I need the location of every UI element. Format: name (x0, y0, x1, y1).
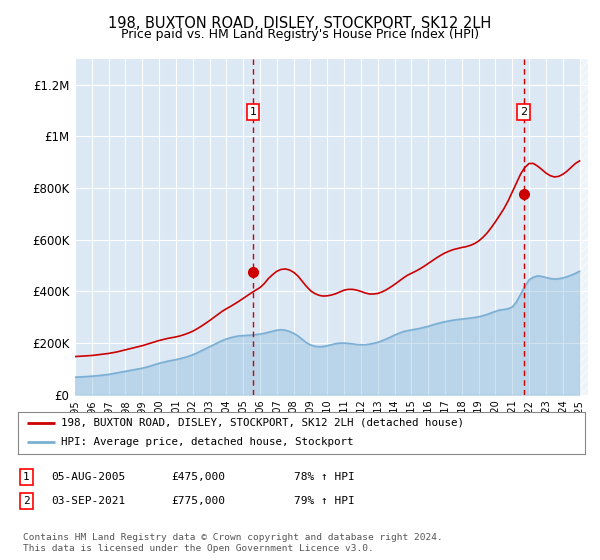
Text: 03-SEP-2021: 03-SEP-2021 (51, 496, 125, 506)
Text: 79% ↑ HPI: 79% ↑ HPI (294, 496, 355, 506)
Text: Contains HM Land Registry data © Crown copyright and database right 2024.
This d: Contains HM Land Registry data © Crown c… (23, 533, 443, 553)
Text: Price paid vs. HM Land Registry's House Price Index (HPI): Price paid vs. HM Land Registry's House … (121, 28, 479, 41)
Text: £475,000: £475,000 (171, 472, 225, 482)
Text: 78% ↑ HPI: 78% ↑ HPI (294, 472, 355, 482)
Text: 1: 1 (23, 472, 29, 482)
Text: HPI: Average price, detached house, Stockport: HPI: Average price, detached house, Stoc… (61, 437, 353, 447)
Text: 05-AUG-2005: 05-AUG-2005 (51, 472, 125, 482)
Text: 198, BUXTON ROAD, DISLEY, STOCKPORT, SK12 2LH (detached house): 198, BUXTON ROAD, DISLEY, STOCKPORT, SK1… (61, 418, 464, 428)
Text: 2: 2 (520, 107, 527, 117)
Text: £775,000: £775,000 (171, 496, 225, 506)
Text: 1: 1 (250, 107, 256, 117)
Text: 198, BUXTON ROAD, DISLEY, STOCKPORT, SK12 2LH: 198, BUXTON ROAD, DISLEY, STOCKPORT, SK1… (109, 16, 491, 31)
Text: 2: 2 (23, 496, 29, 506)
